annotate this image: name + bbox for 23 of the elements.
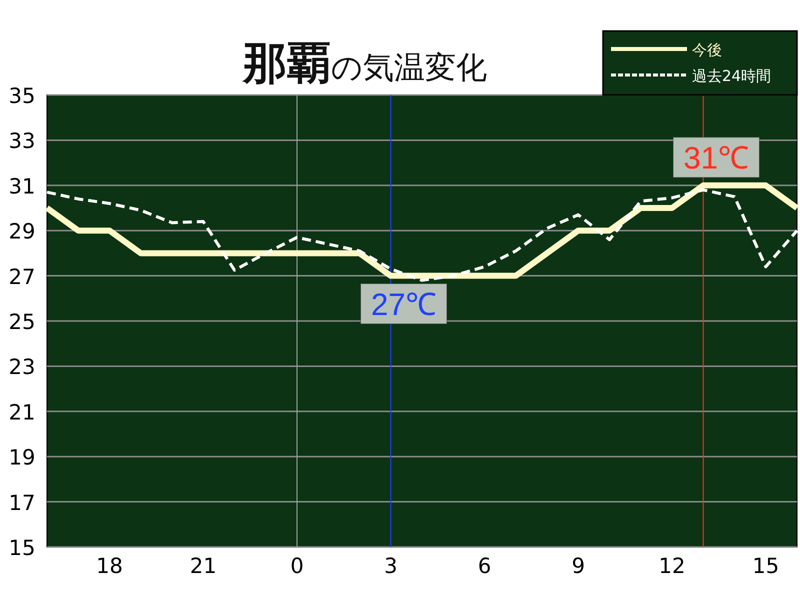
- y-tick-label: 15: [8, 536, 36, 560]
- y-tick-label: 17: [8, 490, 36, 515]
- annotation: 31℃: [684, 140, 749, 176]
- y-tick-label: 31: [8, 174, 36, 198]
- x-tick-label: 3: [384, 554, 398, 578]
- x-tick-label: 6: [478, 554, 492, 578]
- x-tick-label: 9: [572, 554, 585, 578]
- chart-title: 那覇の気温変化: [241, 38, 487, 89]
- y-tick-label: 19: [8, 446, 36, 470]
- x-tick-label: 0: [290, 554, 304, 578]
- y-tick-label: 21: [8, 400, 36, 424]
- y-tick-label: 29: [8, 220, 36, 244]
- y-tick-label: 33: [8, 129, 36, 154]
- annotation: 27℃: [371, 286, 436, 322]
- legend: 今後 過去24時間: [602, 30, 798, 96]
- y-tick-label: 27: [8, 264, 36, 289]
- x-tick-label: 18: [96, 554, 123, 578]
- y-tick-label: 23: [8, 355, 36, 380]
- y-tick-label: 35: [8, 84, 36, 108]
- x-tick-label: 15: [752, 554, 780, 578]
- y-tick-label: 25: [8, 310, 36, 334]
- x-tick-label: 21: [190, 554, 217, 578]
- x-tick-label: 12: [658, 554, 686, 578]
